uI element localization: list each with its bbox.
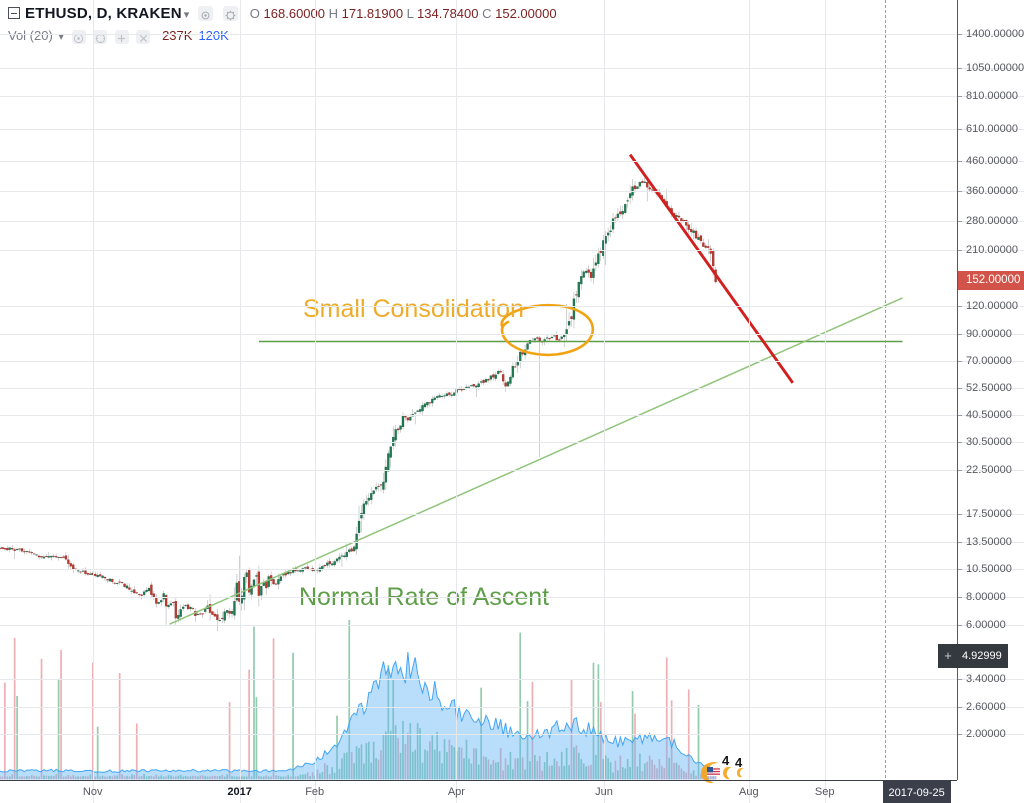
- svg-text:4: 4: [735, 755, 743, 770]
- svg-text:4: 4: [722, 753, 730, 768]
